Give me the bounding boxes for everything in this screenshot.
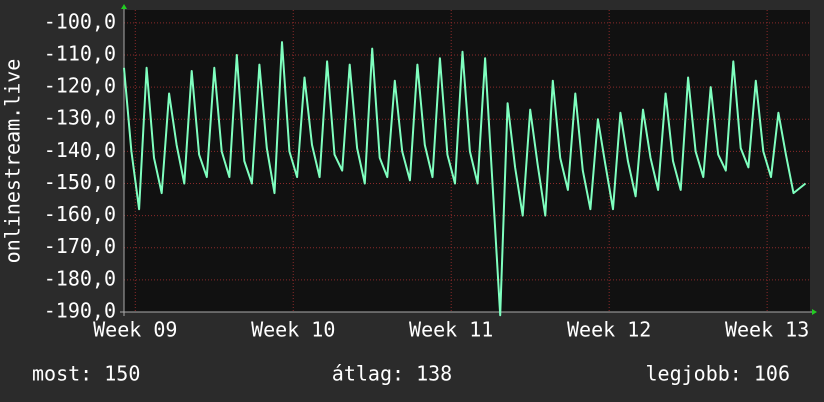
x-axis-arrow — [812, 309, 817, 315]
data-line — [123, 41, 807, 317]
x-tick-label: Week 11 — [409, 318, 493, 342]
y-axis-arrow — [121, 4, 127, 9]
x-tick-label: Week 09 — [93, 318, 177, 342]
y-tick-label: -130,0 — [44, 106, 116, 130]
y-axis-label: onlinestream.live — [1, 59, 25, 264]
x-tick-label: Week 13 — [725, 318, 809, 342]
footer-current: most: 150 — [32, 362, 140, 386]
x-tick-label: Week 10 — [251, 318, 335, 342]
footer-best: legjobb: 106 — [646, 362, 791, 386]
y-tick-label: -120,0 — [44, 74, 116, 98]
y-tick-label: -190,0 — [44, 299, 116, 323]
y-tick-label: -140,0 — [44, 138, 116, 162]
y-tick-label: -110,0 — [44, 41, 116, 65]
footer-average: átlag: 138 — [332, 362, 452, 386]
y-tick-label: -160,0 — [44, 202, 116, 226]
plot-area — [124, 10, 810, 312]
x-tick-label: Week 12 — [567, 318, 651, 342]
y-tick-label: -180,0 — [44, 266, 116, 290]
y-tick-label: -100,0 — [44, 9, 116, 33]
y-tick-label: -150,0 — [44, 170, 116, 194]
y-tick-label: -170,0 — [44, 234, 116, 258]
